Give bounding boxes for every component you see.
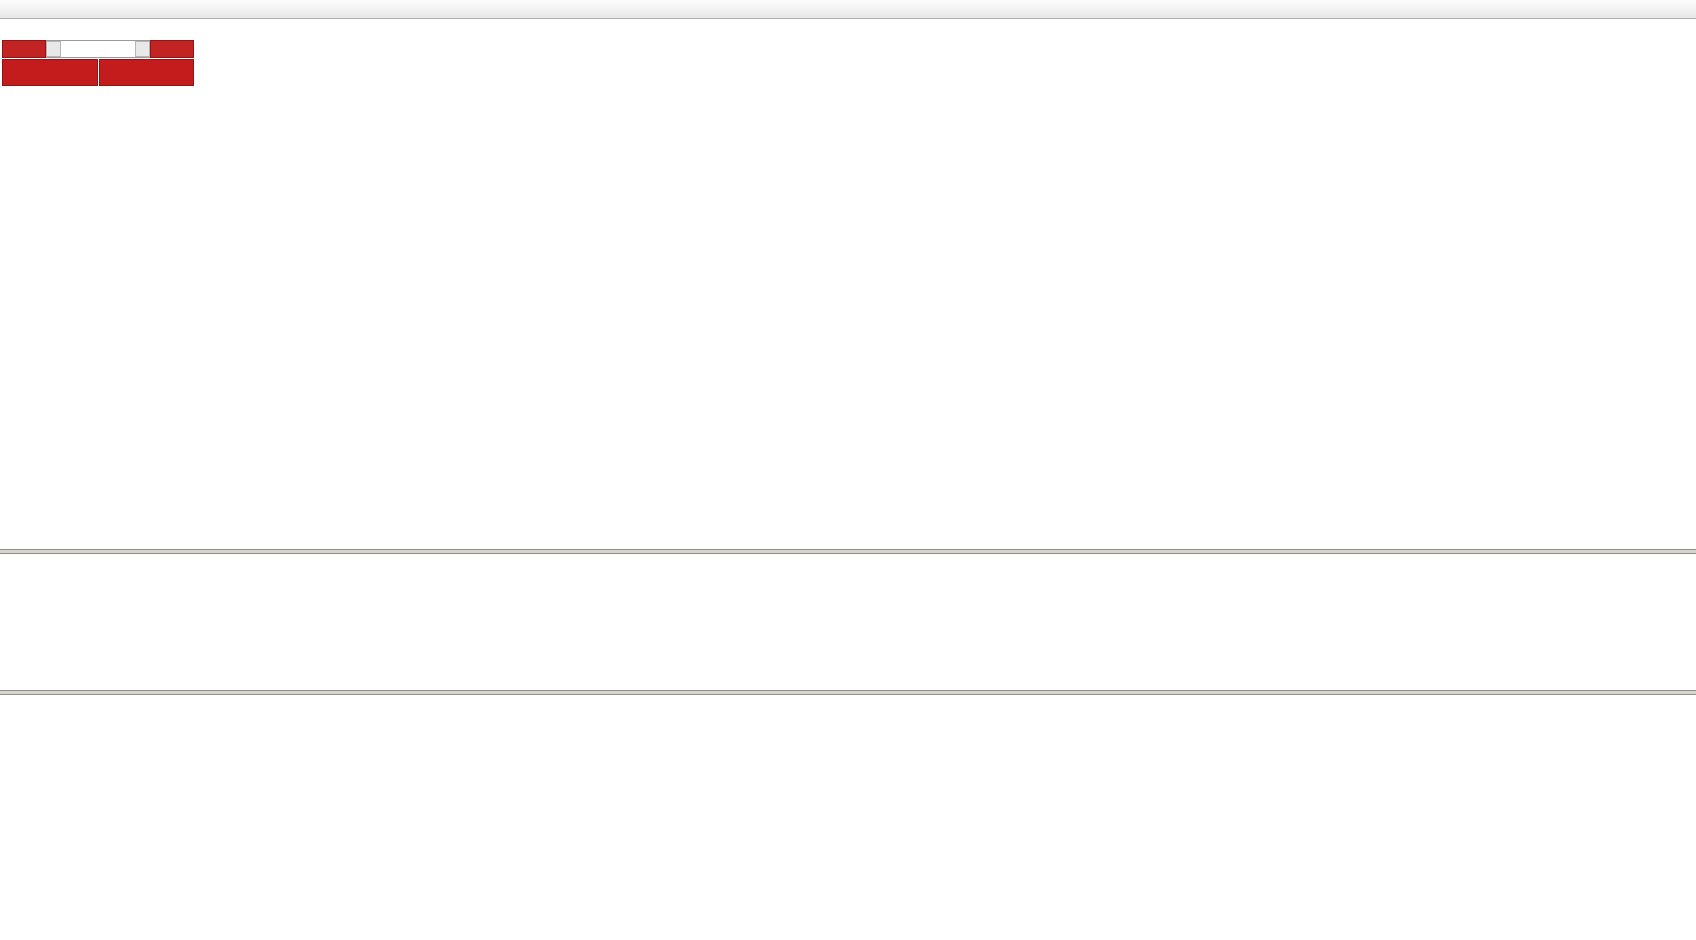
volume-increase-button[interactable]	[135, 41, 150, 57]
volume-decrease-button[interactable]	[46, 41, 61, 57]
panel-splitter-rsi[interactable]	[0, 690, 1696, 695]
sell-price-display[interactable]	[2, 59, 98, 86]
volume-input[interactable]	[61, 41, 135, 57]
panel-splitter-macd[interactable]	[0, 549, 1696, 554]
one-click-top-row	[2, 40, 194, 58]
buy-button[interactable]	[150, 40, 194, 58]
one-click-price-row	[2, 59, 194, 86]
chart-info-line	[4, 24, 13, 36]
buy-price-display[interactable]	[98, 59, 194, 86]
volume-stepper	[46, 40, 150, 58]
one-click-trading-panel	[2, 40, 194, 86]
toolbar	[0, 0, 1696, 19]
macd-indicator-label	[3, 555, 11, 566]
sell-button[interactable]	[2, 40, 46, 58]
rsi-indicator-label	[3, 697, 7, 708]
